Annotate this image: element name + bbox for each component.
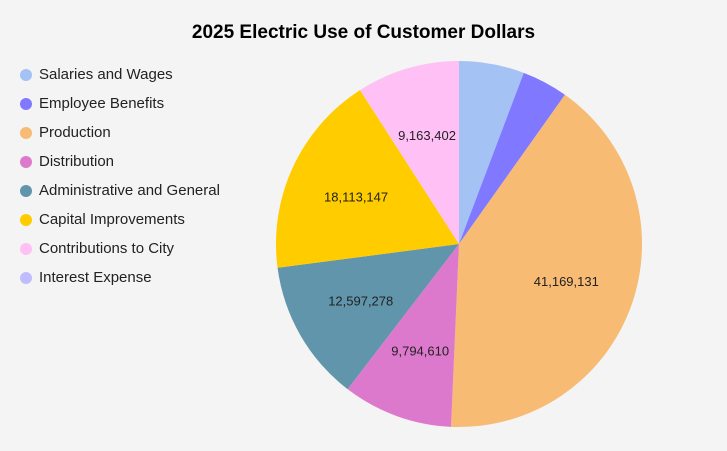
- legend-item[interactable]: Contributions to City: [20, 234, 220, 263]
- legend-label: Salaries and Wages: [39, 66, 173, 83]
- legend-item[interactable]: Administrative and General: [20, 176, 220, 205]
- legend-label: Distribution: [39, 153, 115, 170]
- legend-swatch: [20, 68, 32, 81]
- chart-title: 2025 Electric Use of Customer Dollars: [191, 22, 536, 43]
- slice-label: 41,169,131: [534, 274, 599, 289]
- legend-label: Administrative and General: [39, 182, 220, 199]
- legend: Salaries and Wages Employee Benefits Produ…: [20, 60, 220, 292]
- legend-label: Employee Benefits: [39, 95, 165, 112]
- pie-slice[interactable]: [459, 61, 524, 244]
- pie-slice[interactable]: [347, 244, 459, 427]
- slice-label: 9,163,402: [398, 128, 456, 143]
- legend-swatch: [20, 184, 32, 197]
- legend-label: Production: [39, 124, 111, 141]
- legend-swatch: [20, 97, 32, 110]
- legend-label: Capital Improvements: [39, 211, 185, 228]
- pie-slice[interactable]: [459, 72, 565, 244]
- legend-swatch: [20, 242, 32, 255]
- legend-item[interactable]: Capital Improvements: [20, 205, 220, 234]
- slice-label: 12,597,278: [328, 294, 393, 309]
- pie-slice[interactable]: [451, 94, 642, 427]
- legend-item[interactable]: Employee Benefits: [20, 89, 220, 118]
- legend-swatch: [20, 155, 32, 168]
- legend-item[interactable]: Production: [20, 118, 220, 147]
- pie-slice[interactable]: [277, 244, 459, 390]
- slice-label: 9,794,610: [391, 344, 449, 359]
- legend-swatch: [20, 126, 32, 139]
- legend-swatch: [20, 213, 32, 226]
- legend-item[interactable]: Distribution: [20, 147, 220, 176]
- legend-label: Contributions to City: [39, 240, 175, 257]
- legend-label: Interest Expense: [39, 269, 152, 286]
- pie-slice[interactable]: [276, 90, 459, 268]
- pie-slice[interactable]: [360, 61, 459, 244]
- legend-swatch: [20, 271, 32, 284]
- legend-item[interactable]: Salaries and Wages: [20, 60, 220, 89]
- legend-item[interactable]: Interest Expense: [20, 263, 220, 292]
- slice-label: 18,113,147: [324, 189, 388, 204]
